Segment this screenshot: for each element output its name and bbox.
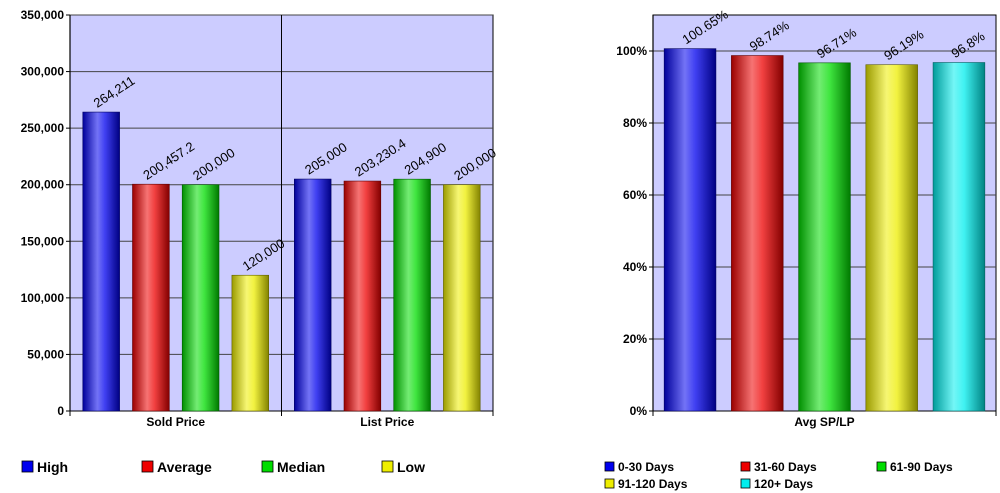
y-tick-label: 250,000 [21,121,65,135]
legend-swatch [261,460,274,473]
legend-swatch [876,461,887,472]
y-tick-label: 20% [623,332,647,346]
legend-swatch [740,478,751,489]
y-tick-label: 300,000 [21,65,65,79]
y-tick-label: 80% [623,116,647,130]
y-tick-label: 150,000 [21,234,65,248]
bar-low-1 [231,274,269,412]
y-tick-label: 60% [623,188,647,202]
legend-label: 61-90 Days [890,460,953,474]
bar-median-2 [393,178,431,412]
chart-2: 0%20%40%60%80%100%100.65% 98.74% 96.71% 96.… [604,6,997,491]
y-tick-label: 200,000 [21,178,65,192]
legend-swatch [141,460,154,473]
legend-label: Low [397,459,425,475]
bar-high-2 [294,178,332,412]
bar-91-120-days-1 [865,64,918,412]
y-tick-label: 100,000 [21,291,65,305]
y-tick-label: 350,000 [21,8,65,22]
bar-120-days-1 [932,62,986,412]
bar-low-2 [443,184,481,412]
y-tick-label: 50,000 [27,347,64,361]
legend-swatch [381,460,394,473]
x-category-label: Avg SP/LP [794,415,854,429]
bar-average-2 [343,180,382,412]
bar-31-60-days-1 [731,55,784,412]
legend-swatch [604,478,615,489]
legend-swatch [21,460,34,473]
bar-average-1 [132,183,170,412]
bar-0-30-days-1 [663,48,717,412]
chart-1: 0 50,000 100,000 150,000 200,000 250,000 300,0… [21,8,499,475]
y-tick-label: 40% [623,260,647,274]
bar-61-90-days-1 [798,62,851,412]
legend-label: Average [157,459,212,475]
y-tick-label: 0% [630,404,648,418]
y-tick-label: 100% [616,44,647,58]
legend-label: High [37,459,68,475]
legend-label: Median [277,459,325,475]
legend-label: 91-120 Days [618,477,688,491]
legend: High Average Median Low [21,459,425,475]
legend-label: 0-30 Days [618,460,674,474]
legend-swatch [604,461,615,472]
legend-swatch [740,461,751,472]
legend: 0-30 Days 31-60 Days 61-90 Days 91-120 Days… [604,460,953,491]
y-tick-label: 0 [57,404,64,418]
x-category-label: List Price [360,415,414,429]
bar-high-1 [82,111,120,412]
x-category-label: Sold Price [146,415,205,429]
legend-label: 31-60 Days [754,460,817,474]
legend-label: 120+ Days [754,477,813,491]
bar-median-1 [181,184,220,412]
